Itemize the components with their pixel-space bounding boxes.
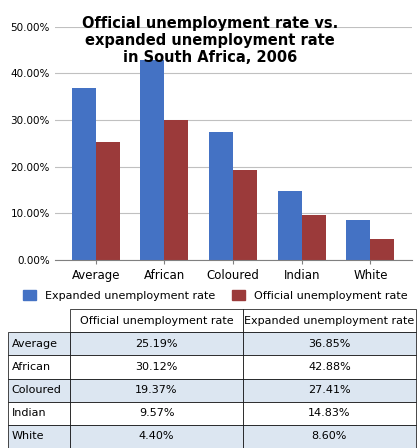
Legend: Expanded unemployment rate, Official unemployment rate: Expanded unemployment rate, Official une… bbox=[18, 286, 412, 306]
Bar bbox=[302, 215, 326, 260]
Bar bbox=[96, 142, 120, 260]
Bar bbox=[233, 170, 257, 260]
Bar bbox=[72, 88, 96, 260]
Bar bbox=[165, 120, 189, 260]
Bar bbox=[140, 60, 165, 260]
Bar bbox=[346, 220, 370, 260]
Text: Official unemployment rate vs.
expanded unemployment rate
in South Africa, 2006: Official unemployment rate vs. expanded … bbox=[82, 16, 338, 65]
Bar bbox=[209, 132, 233, 260]
Bar bbox=[278, 191, 302, 260]
Bar bbox=[370, 239, 394, 260]
